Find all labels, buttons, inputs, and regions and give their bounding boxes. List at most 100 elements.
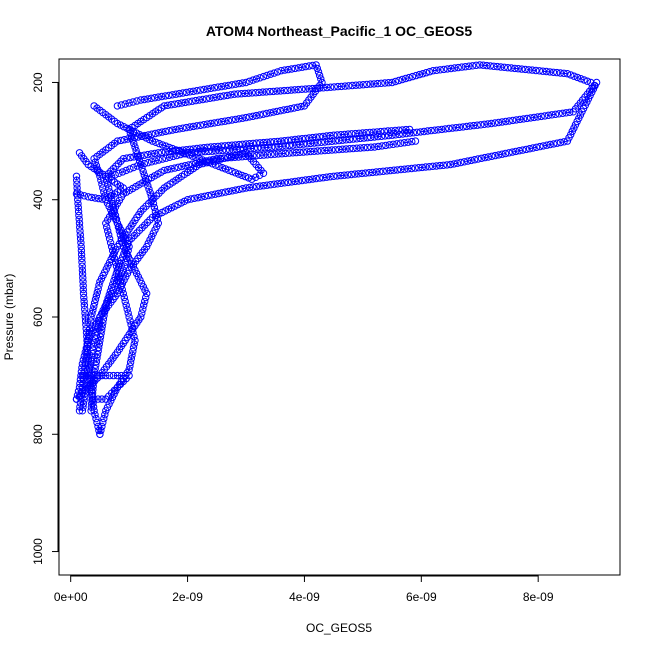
data-point xyxy=(210,143,219,151)
data-point xyxy=(263,71,271,80)
data-point xyxy=(146,189,154,197)
data-point xyxy=(255,171,264,180)
data-point xyxy=(197,193,206,201)
data-point xyxy=(495,151,503,159)
data-point xyxy=(397,165,405,174)
data-point xyxy=(550,140,558,148)
data-point xyxy=(280,137,289,145)
data-point xyxy=(438,125,446,134)
data-point xyxy=(386,166,394,175)
data-point xyxy=(218,189,226,197)
data-point xyxy=(124,246,132,255)
data-point xyxy=(105,371,114,380)
data-point xyxy=(76,223,84,231)
data-point xyxy=(122,254,130,263)
data-point xyxy=(351,129,360,138)
data-point xyxy=(338,145,347,153)
data-point xyxy=(522,145,530,154)
data-point xyxy=(220,154,229,162)
data-point xyxy=(221,142,229,150)
data-point xyxy=(293,103,302,112)
data-point xyxy=(206,158,214,166)
data-point xyxy=(418,163,426,172)
data-point xyxy=(76,375,85,384)
data-point xyxy=(249,112,257,121)
data-point xyxy=(335,145,343,154)
data-point xyxy=(82,321,90,329)
data-point xyxy=(263,151,272,159)
data-point xyxy=(248,89,256,97)
data-point xyxy=(218,164,227,172)
data-point xyxy=(411,164,419,172)
data-point xyxy=(113,137,122,145)
data-point xyxy=(185,98,193,106)
data-point xyxy=(580,76,588,84)
data-point xyxy=(78,254,86,263)
data-point xyxy=(259,110,267,118)
data-point xyxy=(140,301,148,309)
data-point xyxy=(379,167,387,176)
data-point xyxy=(200,121,208,129)
data-point xyxy=(154,219,163,227)
data-point xyxy=(259,72,268,81)
data-point xyxy=(117,136,125,145)
data-point xyxy=(100,188,108,196)
data-point xyxy=(178,162,186,171)
data-point xyxy=(86,364,94,372)
data-point xyxy=(105,231,113,239)
data-point xyxy=(429,162,437,171)
data-point xyxy=(334,82,342,91)
data-point xyxy=(152,138,160,147)
data-point xyxy=(408,137,416,146)
data-point xyxy=(203,120,212,128)
data-point xyxy=(158,148,166,157)
data-point xyxy=(390,166,398,174)
data-point xyxy=(202,95,211,103)
data-point xyxy=(287,65,296,73)
data-point xyxy=(217,118,226,126)
data-point xyxy=(147,158,156,166)
data-point xyxy=(415,164,423,172)
data-point xyxy=(486,62,494,70)
x-tick-label: 6e-09 xyxy=(406,590,437,604)
data-point xyxy=(101,411,109,419)
data-point xyxy=(358,169,366,178)
data-point xyxy=(235,185,243,194)
data-point xyxy=(103,223,111,231)
data-point xyxy=(441,125,449,133)
data-point xyxy=(473,121,481,129)
data-point xyxy=(157,186,166,195)
data-point xyxy=(90,371,98,380)
data-point xyxy=(75,383,84,392)
data-point xyxy=(558,109,567,118)
data-point xyxy=(391,126,399,135)
data-point xyxy=(528,66,536,74)
data-point xyxy=(271,150,279,158)
data-point xyxy=(470,156,479,164)
data-point xyxy=(72,395,81,403)
data-point xyxy=(543,141,551,149)
data-point xyxy=(117,157,125,165)
data-point xyxy=(512,116,520,124)
data-point xyxy=(252,151,261,160)
data-point xyxy=(391,77,400,86)
data-point xyxy=(145,185,153,193)
series-4 xyxy=(78,61,326,415)
data-point xyxy=(462,122,471,131)
data-point xyxy=(481,153,489,162)
data-point xyxy=(86,325,94,333)
data-point xyxy=(150,194,158,203)
data-point xyxy=(273,87,281,95)
data-point xyxy=(363,143,372,152)
data-point xyxy=(92,414,100,423)
data-point xyxy=(189,87,198,96)
data-point xyxy=(142,202,150,210)
data-point xyxy=(539,142,547,150)
data-point xyxy=(532,143,541,152)
data-point xyxy=(182,123,191,132)
data-point xyxy=(193,87,201,95)
data-point xyxy=(155,129,163,137)
data-point xyxy=(324,146,332,155)
data-point xyxy=(270,138,278,146)
data-point xyxy=(141,297,149,306)
